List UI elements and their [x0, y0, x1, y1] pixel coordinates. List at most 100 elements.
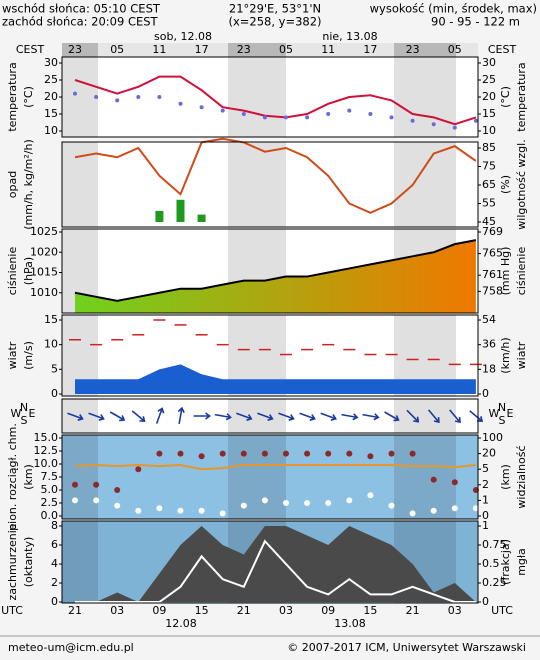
series-dot: [304, 500, 311, 506]
night-band: [62, 57, 98, 137]
series-dot: [220, 108, 225, 113]
night-band: [228, 142, 286, 227]
wind-arrow: [155, 407, 165, 424]
y-tick-label: 15: [44, 107, 58, 120]
series-line: [74, 239, 477, 302]
y-tick-label: 0: [51, 595, 58, 608]
series-line: [74, 75, 477, 126]
x-tick-label: 03: [110, 604, 124, 617]
y-tick-label: 30: [44, 56, 58, 69]
series-dot: [94, 95, 99, 99]
series-dot: [452, 125, 457, 130]
y-axis-label: (km): [22, 464, 35, 490]
series-dot: [410, 118, 415, 123]
series-dot: [156, 450, 163, 457]
footer-email[interactable]: meteo-um@icm.edu.pl: [8, 641, 134, 654]
series-dot: [135, 466, 142, 473]
top-tick-label: 23: [68, 43, 82, 56]
y-tick-label: 5: [51, 362, 58, 375]
night-band-header: [228, 43, 286, 57]
y-tick-label: 10: [44, 338, 58, 351]
night-band: [228, 435, 286, 519]
night-band: [394, 399, 456, 433]
bottom-axis-label: UTC: [491, 604, 513, 617]
y2-axis-label: widzialność: [515, 445, 528, 508]
compass-label: E: [507, 407, 514, 420]
x-tick-label: 03: [279, 604, 293, 617]
y2-tick-label: 0: [482, 387, 489, 400]
series-dot: [178, 101, 183, 106]
series-dot: [114, 502, 121, 509]
wind-arrow: [88, 412, 105, 421]
y2-axis-label: (°C): [499, 86, 512, 108]
series-dot: [472, 487, 479, 493]
y2-tick-label: 85: [482, 141, 496, 154]
y2-tick-label: 1: [482, 493, 489, 506]
y2-axis-label: wiatr: [515, 341, 528, 369]
wind-arrow: [236, 412, 253, 421]
date-top: nie, 13.08: [322, 30, 377, 43]
wind-arrow: [320, 412, 337, 421]
series-bar: [155, 210, 164, 222]
series-dot: [177, 450, 184, 457]
elevation: 90 - 95 - 122 m: [431, 15, 520, 29]
compass-label: E: [29, 407, 36, 420]
x-tick-label: 21: [68, 604, 82, 617]
series-dot: [240, 450, 247, 457]
x-tick-label: 09: [321, 604, 335, 617]
series-dot: [73, 91, 77, 96]
y2-tick-label: 0.75: [482, 538, 507, 551]
y2-tick-label: 36: [482, 338, 496, 351]
y-axis-label: (mm/h, kg/m²/h): [22, 139, 35, 230]
compass-label: S: [499, 414, 506, 427]
y2-tick-label: 55: [482, 197, 496, 210]
series-dot: [472, 505, 479, 512]
wind-arrow: [427, 409, 440, 424]
y2-tick-label: 20: [482, 447, 496, 460]
y2-tick-label: 65: [482, 178, 496, 191]
series-dot: [367, 492, 374, 499]
y-tick-label: 2.5: [41, 496, 59, 509]
wind-arrow: [278, 412, 295, 421]
y-tick-label: 6: [51, 538, 58, 551]
y2-axis-label: (mm Hg): [499, 247, 512, 296]
series-dot: [219, 510, 226, 517]
wind-arrow: [362, 413, 380, 421]
series-dot: [240, 502, 247, 509]
y-tick-label: 10.0: [34, 457, 59, 470]
wind-arrow: [193, 412, 211, 420]
date-top: sob, 12.08: [154, 30, 212, 43]
wind-arrow: [177, 406, 185, 425]
series-line: [74, 464, 476, 471]
series-dot: [388, 502, 395, 509]
series-dot: [430, 476, 437, 483]
y-tick-label: 12.5: [34, 444, 59, 457]
bottom-axis-label: UTC: [1, 604, 23, 617]
y2-tick-label: 1: [482, 519, 489, 532]
y2-tick-label: 100: [482, 431, 503, 444]
y-tick-label: 1010: [30, 286, 58, 299]
y-tick-label: 0.0: [41, 509, 59, 522]
series-dot: [409, 450, 416, 457]
series-dot: [199, 105, 204, 110]
y2-tick-label: 0: [482, 595, 489, 608]
night-band: [62, 521, 98, 603]
y2-tick-label: 18: [482, 362, 496, 375]
x-tick-label: 15: [195, 604, 209, 617]
wind-arrow: [469, 410, 484, 422]
wind-arrow: [214, 413, 232, 421]
night-band: [394, 435, 456, 519]
y-tick-label: 1015: [30, 266, 58, 279]
panel-background: [62, 57, 478, 137]
series-dot: [325, 450, 332, 457]
series-dot: [368, 112, 373, 116]
y-tick-label: 2: [51, 576, 58, 589]
series-line: [74, 137, 477, 214]
sunset: zachód słońca: 20:09 CEST: [2, 15, 159, 29]
series-area: [75, 526, 476, 602]
panel-frame: [61, 520, 479, 604]
panel-background: [62, 142, 478, 227]
series-dot: [93, 481, 100, 488]
y-axis-label: ciśnienie: [6, 247, 19, 296]
y-tick-label: 25: [44, 73, 58, 86]
